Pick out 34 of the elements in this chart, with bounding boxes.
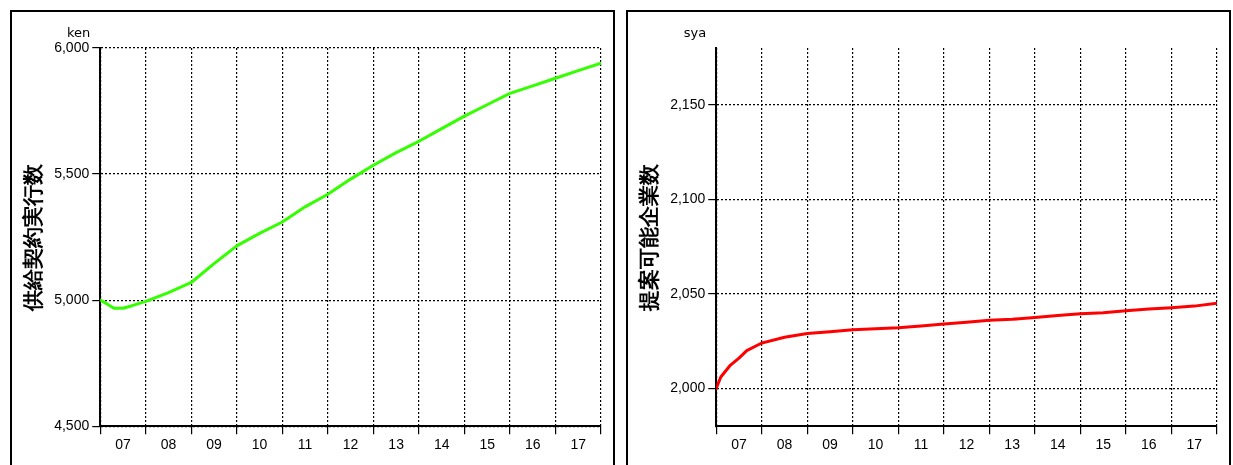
x-tick-label: 16	[1140, 436, 1157, 453]
x-tick-label: 07	[731, 436, 747, 453]
x-tick-label: 09	[822, 436, 839, 453]
y-tick-label: 5,500	[54, 164, 90, 181]
x-tick-label: 15	[479, 436, 496, 453]
x-tick-label: 13	[1004, 436, 1021, 453]
x-tick-label: 15	[1095, 436, 1112, 453]
y-axis-title: 供給契約実行数	[21, 162, 45, 312]
x-tick-label: 08	[160, 436, 177, 453]
text: sya	[683, 24, 707, 40]
y-tick-label: 2,150	[670, 95, 706, 112]
y-tick-label: 6,000	[54, 38, 90, 55]
y-axis-title: 提案可能企業数	[637, 162, 661, 312]
x-tick-label: 07	[115, 436, 131, 453]
y-tick-label: 5,000	[54, 290, 90, 307]
x-tick-label: 12	[958, 436, 975, 453]
y-tick-label: 2,100	[670, 190, 706, 207]
text: ken	[66, 24, 91, 40]
y-tick-label: 4,500	[54, 417, 90, 434]
x-tick-label: 16	[524, 436, 541, 453]
x-tick-label: 17	[1186, 436, 1203, 453]
x-tick-label: 11	[913, 436, 929, 453]
x-tick-label: 09	[206, 436, 223, 453]
x-tick-label: 10	[867, 436, 884, 453]
x-tick-label: 13	[388, 436, 405, 453]
y-tick-label: 2,050	[670, 284, 706, 301]
x-tick-label: 11	[297, 436, 313, 453]
x-tick-label: 14	[1049, 436, 1066, 453]
x-tick-label: 10	[251, 436, 268, 453]
x-tick-label: 08	[776, 436, 793, 453]
x-tick-label: 12	[342, 436, 359, 453]
y-tick-label: 2,000	[670, 379, 706, 396]
x-tick-label: 17	[570, 436, 587, 453]
x-tick-label: 14	[433, 436, 450, 453]
